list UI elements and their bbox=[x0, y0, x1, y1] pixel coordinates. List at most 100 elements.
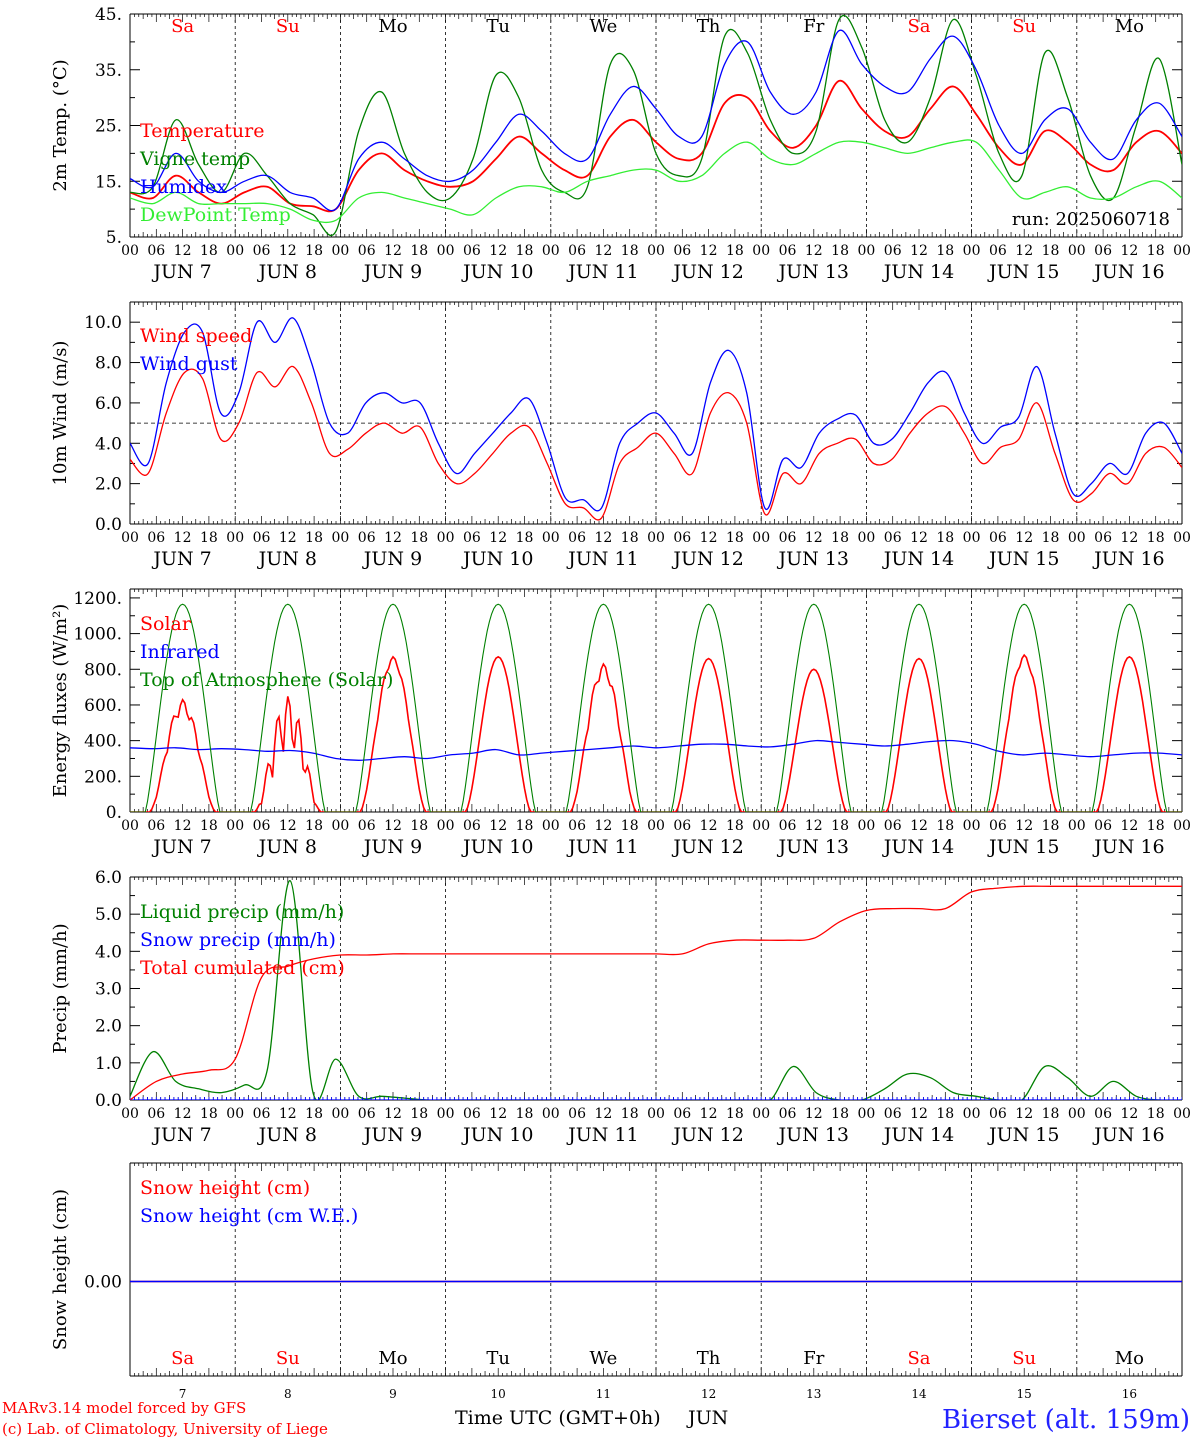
plot-area bbox=[130, 603, 1182, 812]
hour-tick-label: 00 bbox=[437, 530, 455, 546]
hour-tick-label: 18 bbox=[936, 818, 954, 834]
hour-tick-label: 06 bbox=[253, 1106, 271, 1122]
hour-tick-label: 06 bbox=[673, 530, 691, 546]
hour-tick-label: 06 bbox=[779, 243, 797, 259]
hour-tick-label: 00 bbox=[857, 818, 875, 834]
date-label: JUN 9 bbox=[362, 836, 422, 858]
y-tick-label: 5.0 bbox=[95, 905, 122, 925]
y-tick-label: 600. bbox=[84, 696, 122, 716]
date-label: JUN 14 bbox=[882, 836, 954, 858]
series-line-solar bbox=[130, 653, 1182, 812]
legend-entry-wind-speed: Wind speed bbox=[140, 325, 252, 347]
day-name: Mo bbox=[378, 16, 407, 37]
hour-tick-label: 06 bbox=[989, 530, 1007, 546]
date-label: JUN 16 bbox=[1092, 836, 1164, 858]
date-number: 9 bbox=[389, 1387, 397, 1401]
hour-tick-label: 12 bbox=[594, 1106, 612, 1122]
y-tick-label: 2.0 bbox=[95, 475, 122, 495]
day-name: Su bbox=[276, 1348, 300, 1369]
hour-tick-label: 00 bbox=[1173, 243, 1191, 259]
hour-tick-label: 12 bbox=[594, 818, 612, 834]
hour-tick-label: 06 bbox=[1094, 243, 1112, 259]
hour-tick-label: 00 bbox=[1068, 1106, 1086, 1122]
hour-tick-label: 00 bbox=[437, 243, 455, 259]
station-name: Bierset (alt. 159m) bbox=[942, 1405, 1190, 1435]
hour-tick-label: 12 bbox=[279, 818, 297, 834]
hour-tick-label: 12 bbox=[805, 818, 823, 834]
hour-tick-label: 06 bbox=[358, 243, 376, 259]
y-axis-label: Precip (mm/h) bbox=[50, 923, 71, 1053]
y-tick-label: 8.0 bbox=[95, 354, 122, 374]
hour-tick-label: 00 bbox=[857, 530, 875, 546]
hour-tick-label: 18 bbox=[1147, 243, 1165, 259]
series-line-humidex bbox=[130, 29, 1182, 212]
day-name: Mo bbox=[1115, 16, 1144, 37]
legend-entry-liquid-precip-mm-h: Liquid precip (mm/h) bbox=[140, 901, 344, 923]
series-line-top-of-atmosphere-solar bbox=[130, 603, 1182, 812]
y-tick-label: 400. bbox=[84, 732, 122, 752]
hour-tick-label: 18 bbox=[1042, 243, 1060, 259]
date-label: JUN 15 bbox=[987, 548, 1059, 570]
y-axis-label: Energy fluxes (W/m²) bbox=[50, 604, 71, 798]
hour-tick-label: 00 bbox=[121, 1106, 139, 1122]
hour-tick-label: 00 bbox=[1068, 530, 1086, 546]
date-label: JUN 7 bbox=[151, 548, 211, 570]
hour-tick-label: 06 bbox=[779, 818, 797, 834]
hour-tick-label: 12 bbox=[805, 243, 823, 259]
hour-tick-label: 18 bbox=[831, 530, 849, 546]
y-tick-label: 0.00 bbox=[84, 1273, 122, 1293]
hour-tick-label: 06 bbox=[463, 818, 481, 834]
hour-tick-label: 12 bbox=[1120, 530, 1138, 546]
date-label: JUN 12 bbox=[671, 548, 743, 570]
y-tick-label: 800. bbox=[84, 660, 122, 680]
date-label: JUN 10 bbox=[461, 1124, 533, 1146]
day-name: Sa bbox=[171, 16, 194, 37]
date-label: JUN 12 bbox=[671, 836, 743, 858]
hour-tick-label: 18 bbox=[516, 1106, 534, 1122]
date-label: JUN 13 bbox=[777, 261, 849, 283]
date-label: JUN 16 bbox=[1092, 1124, 1164, 1146]
hour-tick-label: 00 bbox=[331, 818, 349, 834]
date-number: 16 bbox=[1122, 1387, 1137, 1401]
hour-tick-label: 06 bbox=[147, 818, 165, 834]
hour-tick-label: 00 bbox=[752, 530, 770, 546]
hour-tick-label: 12 bbox=[1120, 1106, 1138, 1122]
hour-tick-label: 18 bbox=[410, 243, 428, 259]
hour-tick-label: 18 bbox=[1042, 1106, 1060, 1122]
panel-temp: 5. 15. 25. 35. 45. 2m Temp. (°C) 00 06 12 18 00 06 1… bbox=[50, 5, 1191, 283]
hour-tick-label: 00 bbox=[857, 1106, 875, 1122]
date-number: 10 bbox=[491, 1387, 506, 1401]
legend-entry-infrared: Infrared bbox=[140, 641, 220, 663]
hour-tick-label: 18 bbox=[621, 530, 639, 546]
hour-tick-label: 18 bbox=[831, 1106, 849, 1122]
date-label: JUN 16 bbox=[1092, 261, 1164, 283]
hour-tick-label: 00 bbox=[647, 243, 665, 259]
hour-tick-label: 12 bbox=[279, 243, 297, 259]
hour-tick-label: 00 bbox=[963, 1106, 981, 1122]
hour-tick-label: 06 bbox=[463, 530, 481, 546]
hour-tick-label: 12 bbox=[279, 530, 297, 546]
date-label: JUN 11 bbox=[566, 1124, 638, 1146]
day-name: We bbox=[590, 1348, 618, 1369]
hour-tick-label: 18 bbox=[410, 1106, 428, 1122]
legend-entry-humidex: Humidex bbox=[140, 176, 227, 198]
hour-tick-label: 06 bbox=[884, 530, 902, 546]
y-tick-label: 5. bbox=[106, 228, 122, 248]
hour-tick-label: 00 bbox=[121, 818, 139, 834]
hour-tick-label: 12 bbox=[1120, 818, 1138, 834]
y-tick-label: 15. bbox=[95, 172, 122, 192]
hour-tick-label: 12 bbox=[489, 530, 507, 546]
hour-tick-label: 12 bbox=[384, 243, 402, 259]
hour-tick-label: 06 bbox=[884, 243, 902, 259]
day-name: Mo bbox=[1115, 1348, 1144, 1369]
day-name: Sa bbox=[907, 16, 930, 37]
hour-tick-label: 06 bbox=[463, 243, 481, 259]
date-number: 12 bbox=[701, 1387, 716, 1401]
hour-tick-label: 06 bbox=[568, 530, 586, 546]
date-label: JUN 12 bbox=[671, 261, 743, 283]
hour-tick-label: 18 bbox=[726, 530, 744, 546]
hour-tick-label: 12 bbox=[700, 243, 718, 259]
y-axis-label: 10m Wind (m/s) bbox=[50, 341, 71, 486]
hour-tick-label: 00 bbox=[1173, 530, 1191, 546]
